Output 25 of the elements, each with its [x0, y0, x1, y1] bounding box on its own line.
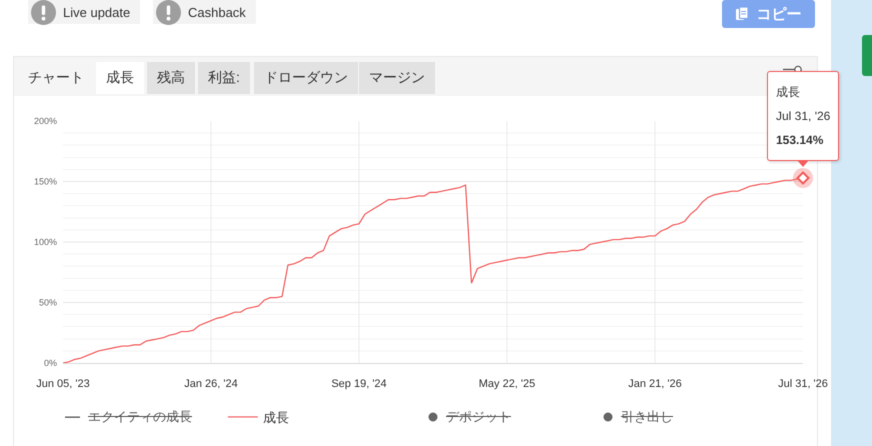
- y-tick-label: 150%: [34, 176, 57, 187]
- x-tick-label: Jan 26, '24: [184, 378, 238, 390]
- x-tick-label: Jun 05, '23: [36, 378, 90, 390]
- x-tick-label: Jul 31, '26: [778, 378, 828, 390]
- legend-label: 成長: [262, 410, 289, 425]
- text: コピー: [756, 4, 802, 24]
- text: Cashback: [188, 4, 246, 20]
- text: 利益:: [198, 62, 250, 94]
- y-tick-label: 50%: [38, 298, 57, 308]
- text: ドローダウン: [254, 62, 358, 94]
- text: 引き出し: [621, 408, 673, 426]
- text: マージン: [359, 62, 435, 94]
- text: チャート: [28, 68, 84, 87]
- text: エクイティの成長: [88, 408, 192, 426]
- text: デポジット: [446, 408, 511, 426]
- text: 成長: [96, 62, 144, 94]
- y-tick-label: 200%: [34, 116, 57, 126]
- text: 残高: [147, 62, 195, 94]
- text: Live update: [63, 4, 130, 20]
- x-tick-label: May 22, '25: [478, 378, 536, 390]
- y-tick-label: 100%: [34, 237, 57, 248]
- x-tick-label: Sep 19, '24: [331, 378, 387, 390]
- x-tick-label: Jan 21, '26: [628, 378, 682, 390]
- annotation: 成長 Jul 31, '26 153.14%: [776, 84, 830, 147]
- y-tick-label: 0%: [44, 358, 57, 368]
